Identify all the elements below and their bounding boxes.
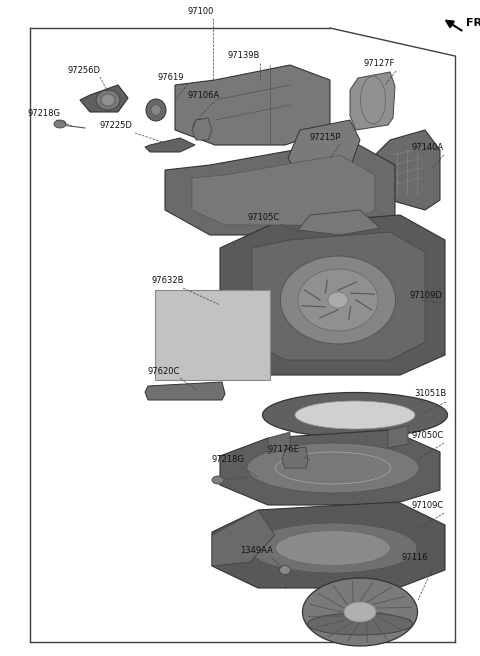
Text: 97218G: 97218G xyxy=(28,109,61,118)
Ellipse shape xyxy=(344,602,376,622)
Text: 97105C: 97105C xyxy=(248,213,280,222)
Polygon shape xyxy=(220,430,440,505)
Ellipse shape xyxy=(249,523,417,573)
Text: 97106A: 97106A xyxy=(188,91,220,100)
Polygon shape xyxy=(298,210,380,235)
Ellipse shape xyxy=(302,578,418,646)
Polygon shape xyxy=(252,232,425,360)
Polygon shape xyxy=(165,140,395,235)
Text: 97225D: 97225D xyxy=(100,121,133,130)
Ellipse shape xyxy=(247,443,419,493)
Ellipse shape xyxy=(276,531,391,565)
Polygon shape xyxy=(282,447,308,468)
Text: 97176E: 97176E xyxy=(268,445,300,454)
Ellipse shape xyxy=(298,269,378,331)
Polygon shape xyxy=(192,155,375,225)
Ellipse shape xyxy=(308,613,412,635)
Ellipse shape xyxy=(279,565,290,575)
Ellipse shape xyxy=(328,292,348,308)
Text: 97632B: 97632B xyxy=(152,276,184,285)
Text: 31051B: 31051B xyxy=(414,389,446,398)
Text: 97109C: 97109C xyxy=(412,501,444,510)
Text: 97050C: 97050C xyxy=(412,431,444,440)
Polygon shape xyxy=(175,65,330,145)
Text: 97256D: 97256D xyxy=(68,66,101,75)
Ellipse shape xyxy=(212,476,224,484)
Polygon shape xyxy=(80,85,128,112)
Ellipse shape xyxy=(101,94,115,106)
Polygon shape xyxy=(220,215,445,375)
Bar xyxy=(155,290,270,380)
Polygon shape xyxy=(145,138,195,152)
Ellipse shape xyxy=(295,401,415,429)
Text: 97100: 97100 xyxy=(188,7,215,16)
Polygon shape xyxy=(192,118,212,140)
Text: 97620C: 97620C xyxy=(148,367,180,376)
Polygon shape xyxy=(350,72,395,130)
Ellipse shape xyxy=(96,90,120,110)
Text: FR.: FR. xyxy=(466,18,480,28)
Text: 1349AA: 1349AA xyxy=(240,546,273,555)
Text: 97109D: 97109D xyxy=(410,291,443,300)
Polygon shape xyxy=(145,382,225,400)
Text: 97140A: 97140A xyxy=(412,143,444,152)
Ellipse shape xyxy=(54,120,66,128)
Polygon shape xyxy=(212,510,275,566)
Ellipse shape xyxy=(280,256,396,344)
Polygon shape xyxy=(268,432,290,454)
Text: 97215P: 97215P xyxy=(310,133,341,142)
Ellipse shape xyxy=(263,392,447,438)
Polygon shape xyxy=(288,120,360,178)
Text: 97127F: 97127F xyxy=(364,59,396,68)
Polygon shape xyxy=(388,426,408,448)
Text: 97139B: 97139B xyxy=(228,51,260,60)
Polygon shape xyxy=(212,502,445,588)
Ellipse shape xyxy=(193,119,207,137)
Text: 97619: 97619 xyxy=(158,73,184,82)
Text: 97218G: 97218G xyxy=(212,455,245,464)
Ellipse shape xyxy=(151,104,161,115)
Polygon shape xyxy=(375,130,440,210)
Ellipse shape xyxy=(146,99,166,121)
Text: 97116: 97116 xyxy=(402,553,429,562)
